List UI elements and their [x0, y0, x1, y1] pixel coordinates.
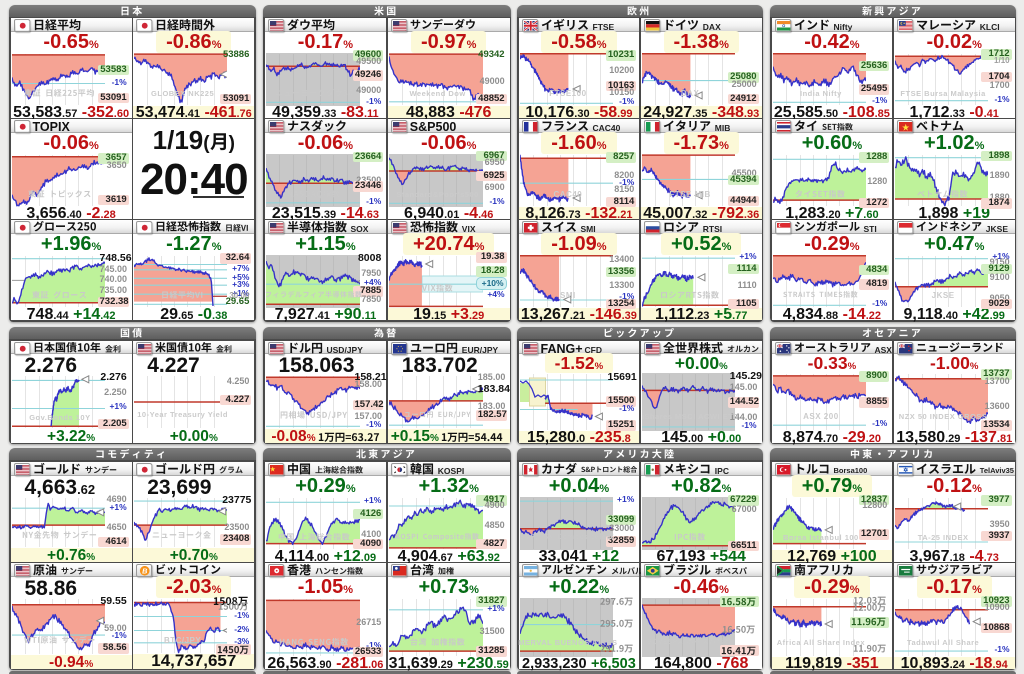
svg-text:B: B: [142, 566, 147, 575]
